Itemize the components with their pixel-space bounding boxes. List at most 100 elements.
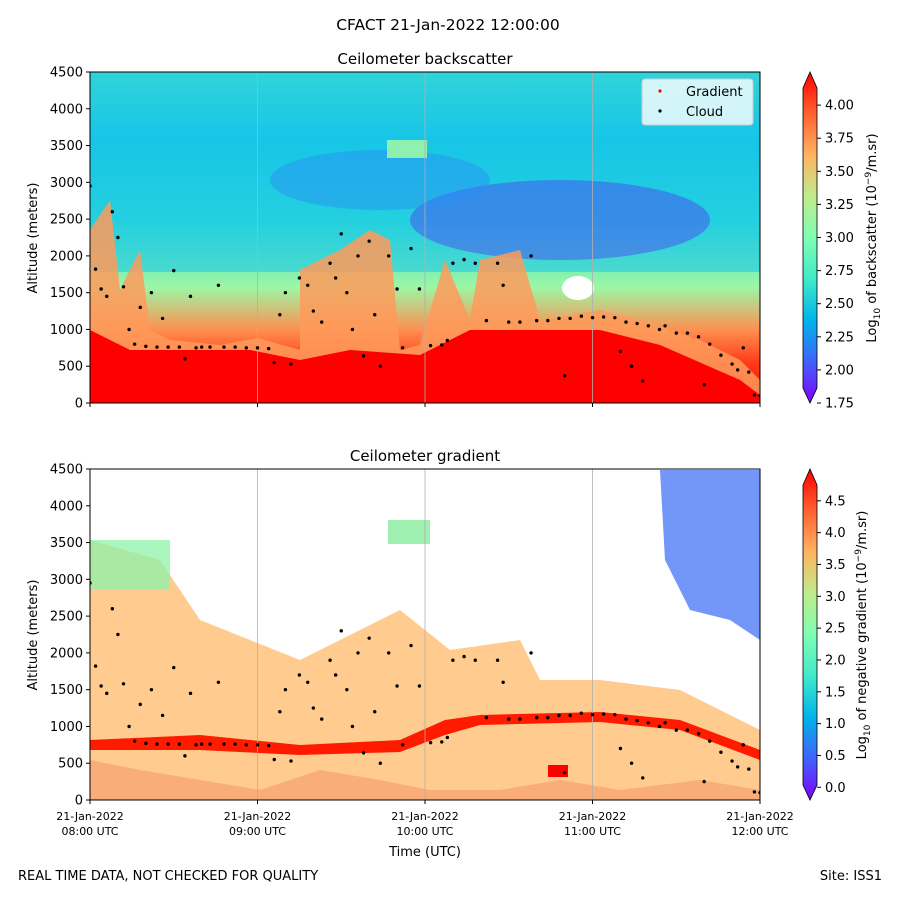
y-tick-label: 500 xyxy=(58,757,83,772)
cloud-point xyxy=(735,368,740,372)
cloud-point xyxy=(266,346,271,351)
cloud-point xyxy=(127,724,131,729)
cloud-point xyxy=(110,607,115,611)
cloud-point xyxy=(216,680,221,685)
cloud-point xyxy=(741,346,745,350)
cloud-point xyxy=(311,706,316,710)
backscatter-colorbar-bar xyxy=(802,71,818,404)
cloud-point xyxy=(116,235,120,240)
cloud-point xyxy=(183,357,187,361)
cloud-point xyxy=(367,239,371,243)
legend-gradient-label: Gradient xyxy=(686,85,743,100)
y-tick-label: 0 xyxy=(75,794,83,809)
cloud-point xyxy=(534,318,539,323)
cloud-point xyxy=(172,268,176,273)
cloud-point xyxy=(568,713,572,718)
colorbar-tick-label: 3.0 xyxy=(825,590,846,605)
cloud-point xyxy=(663,324,667,328)
cloud-point xyxy=(350,327,355,332)
colorbar-tick-label: 0.0 xyxy=(825,781,846,796)
colorbar-tick-label: 2.00 xyxy=(825,363,854,378)
cloud-point xyxy=(613,712,617,717)
cloud-point xyxy=(657,327,662,332)
cloud-point xyxy=(188,294,193,299)
cloud-point xyxy=(339,232,343,236)
cloud-point xyxy=(138,305,142,310)
cloud-point xyxy=(333,673,338,677)
x-tick-label-time: 08:00 UTC xyxy=(61,825,118,838)
cloud-point xyxy=(233,345,237,349)
cloud-point xyxy=(356,651,360,655)
gradient-colorbar: 0.0 0.5 1.0 1.5 2.0 2.5 3.0 3.5 4.0 4.5 Log10 of … xyxy=(802,468,873,801)
x-tick-label-date: 21-Jan-2022 xyxy=(391,810,459,823)
cloud-point xyxy=(507,717,511,721)
y-tick-label: 3000 xyxy=(50,573,83,588)
y-tick-label: 3500 xyxy=(50,536,83,551)
cloud-point xyxy=(166,742,170,746)
cloud-point xyxy=(613,315,617,320)
cloud-point xyxy=(735,765,740,769)
cloud-point xyxy=(278,710,282,714)
cloud-point xyxy=(618,746,623,751)
cloud-point xyxy=(183,754,187,758)
cloud-point xyxy=(674,728,678,732)
cloud-point xyxy=(624,717,628,721)
cloud-point xyxy=(160,713,165,718)
backscatter-colorbar-ticks: 1.75 2.00 2.25 2.50 2.75 3.00 3.25 3.50 3.75 4.00 xyxy=(817,99,854,412)
gradient-y-ticks: 0 500 1000 1500 2000 2500 3000 3500 4000 4500 xyxy=(50,463,90,809)
cloud-point xyxy=(557,316,561,321)
cloud-point xyxy=(361,354,366,358)
cloud-point xyxy=(320,717,324,721)
cloud-point xyxy=(462,257,466,262)
colorbar-tick-label: 4.5 xyxy=(825,494,846,509)
cloud-point xyxy=(194,346,198,350)
cloud-point xyxy=(562,374,567,378)
cloud-point xyxy=(373,313,377,317)
cloud-point xyxy=(345,687,349,692)
y-tick-label: 2000 xyxy=(50,646,83,661)
cloud-point xyxy=(328,658,332,662)
cloud-point xyxy=(144,741,148,746)
cloud-point xyxy=(601,315,606,319)
cloud-point xyxy=(495,658,500,662)
cloud-point xyxy=(546,715,550,720)
cloud-point xyxy=(685,331,690,335)
cloud-point xyxy=(283,290,288,295)
cloud-point xyxy=(222,345,226,349)
backscatter-y-ticks: 0 500 1000 1500 2000 2500 3000 3500 4000 4500 xyxy=(50,66,90,412)
colorbar-tick-label: 4.0 xyxy=(825,526,846,541)
cloud-point xyxy=(99,287,103,291)
colorbar-tick-label: 2.5 xyxy=(825,622,846,637)
cloud-point xyxy=(590,712,595,717)
cloud-point xyxy=(529,254,533,258)
legend-gradient-marker xyxy=(658,89,662,93)
colorbar-tick-label: 3.00 xyxy=(825,231,854,246)
cloud-point xyxy=(278,313,282,317)
cloud-point xyxy=(350,724,355,729)
cloud-point xyxy=(409,643,413,648)
cloud-point xyxy=(747,767,751,771)
cloud-point xyxy=(719,750,723,754)
colorbar-tick-label: 1.0 xyxy=(825,717,846,732)
cloud-point xyxy=(144,344,148,349)
cloud-point xyxy=(702,779,706,784)
cloud-point xyxy=(297,276,302,280)
quality-disclaimer: REAL TIME DATA, NOT CHECKED FOR QUALITY xyxy=(18,869,319,884)
cloud-point xyxy=(361,751,366,755)
cloud-point xyxy=(752,790,757,794)
cloud-point xyxy=(484,318,489,323)
backscatter-ylabel: Altitude (meters) xyxy=(26,183,41,294)
colorbar-tick-label: 2.50 xyxy=(825,297,854,312)
cloud-point xyxy=(283,687,288,692)
colorbar-tick-label: 2.25 xyxy=(825,330,854,345)
cloud-point xyxy=(417,684,422,688)
cloud-point xyxy=(752,393,757,397)
x-tick-label-time: 11:00 UTC xyxy=(564,825,621,838)
backscatter-cloud-series xyxy=(90,184,760,398)
cloud-point xyxy=(409,246,413,251)
cloud-point xyxy=(93,664,98,668)
backscatter-x-ticks xyxy=(89,403,761,407)
gradient-colorbar-bar xyxy=(802,468,818,801)
cloud-point xyxy=(166,345,170,349)
